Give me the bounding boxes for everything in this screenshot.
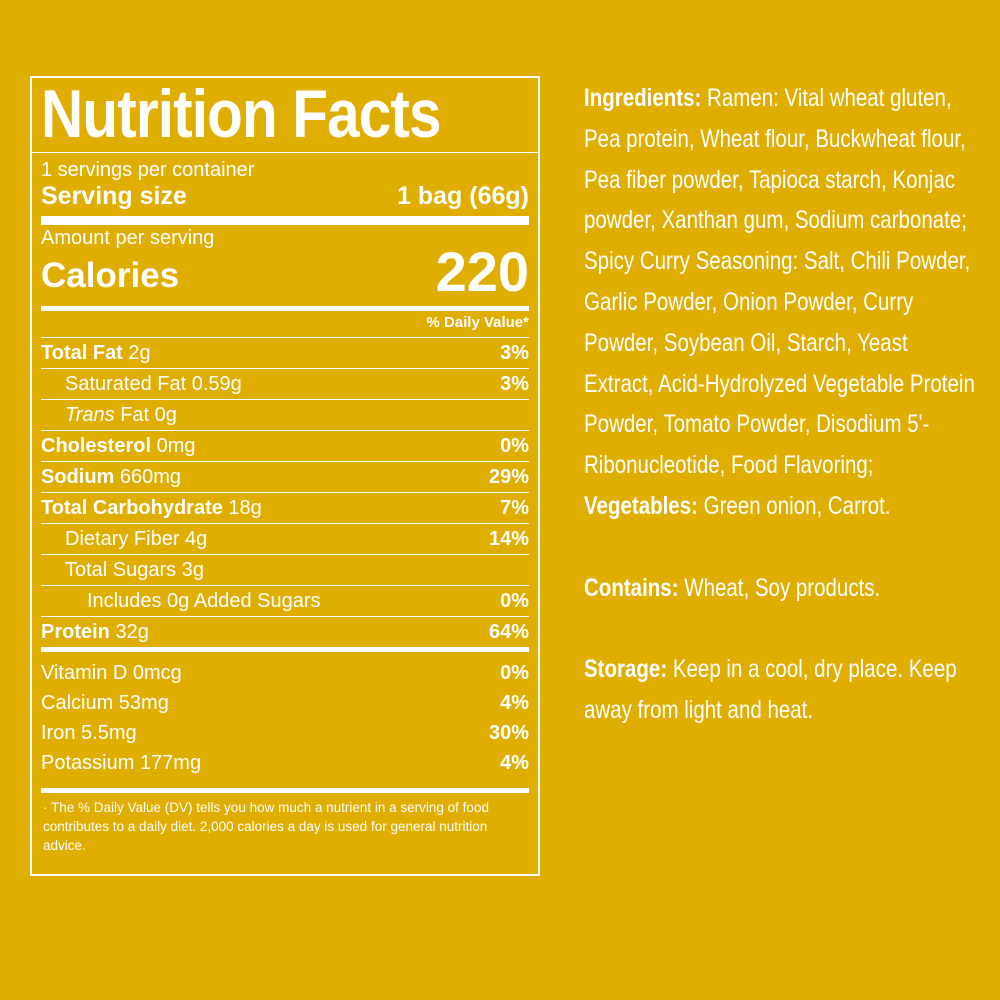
nutrient-bold-name: Total Fat bbox=[41, 341, 123, 364]
nutrient-dv: 3% bbox=[500, 372, 529, 395]
servings-per-container: 1 servings per container bbox=[41, 159, 255, 181]
vitamin-dv: 4% bbox=[500, 751, 529, 774]
nutrient-amount: 32g bbox=[109, 620, 149, 643]
vitamin-row-calcium: Calcium 53mg 4% bbox=[41, 688, 529, 718]
vitamin-name: Iron 5.5mg bbox=[41, 721, 137, 744]
amount-per-serving: Amount per serving bbox=[41, 227, 215, 249]
calories-label: Calories bbox=[41, 256, 180, 295]
ingredients-panel: Ingredients: Ramen: Vital wheat gluten, … bbox=[584, 78, 984, 731]
nutrient-row-added-sugars: Includes 0g Added Sugars 0% bbox=[41, 585, 529, 616]
ingredients-paragraph: Ingredients: Ramen: Vital wheat gluten, … bbox=[584, 78, 978, 527]
nutrient-row-total-fat: Total Fat 2g 3% bbox=[41, 337, 529, 368]
nutrient-dv: 14% bbox=[488, 527, 529, 550]
nutrient-amount: 2g bbox=[122, 341, 151, 364]
vegetables-text: Green onion, Carrot. bbox=[697, 491, 891, 520]
vitamin-name: Calcium 53mg bbox=[41, 691, 169, 714]
daily-value-header: % Daily Value* bbox=[426, 314, 529, 331]
nutrient-dv: 29% bbox=[488, 465, 529, 488]
contains-paragraph: Contains: Wheat, Soy products. bbox=[584, 568, 978, 609]
contains-heading: Contains: bbox=[584, 573, 679, 602]
divider-medium bbox=[41, 647, 529, 658]
storage-paragraph: Storage: Keep in a cool, dry place. Keep… bbox=[584, 649, 978, 731]
nutrient-name: Saturated Fat 0.59g bbox=[65, 372, 242, 395]
nutrient-amount: 0mg bbox=[151, 434, 196, 457]
nutrient-bold-name: Protein bbox=[41, 620, 110, 643]
divider-thick bbox=[41, 216, 529, 225]
nutrient-row-total-carbohydrate: Total Carbohydrate 18g 7% bbox=[41, 492, 529, 523]
nutrient-row-saturated-fat: Saturated Fat 0.59g 3% bbox=[41, 368, 529, 399]
storage-text: Keep in a cool, dry place. Keep away fro… bbox=[584, 655, 957, 724]
vitamin-row-iron: Iron 5.5mg 30% bbox=[41, 718, 529, 748]
nutrient-name: Total Sugars 3g bbox=[65, 558, 204, 581]
nutrient-dv: 64% bbox=[488, 620, 529, 643]
vitamin-row-vitamin-d: Vitamin D 0mcg 0% bbox=[41, 658, 529, 688]
divider-medium bbox=[41, 788, 529, 793]
contains-text: Wheat, Soy products. bbox=[678, 573, 881, 602]
vitamin-name: Vitamin D 0mcg bbox=[41, 661, 182, 684]
daily-value-footnote: · The % Daily Value (DV) tells you how m… bbox=[43, 800, 489, 853]
nutrient-row-protein: Protein 32g 64% bbox=[41, 616, 529, 647]
serving-size-row: Serving size 1 bag (66g) bbox=[41, 181, 529, 211]
vitamin-dv: 30% bbox=[488, 721, 529, 744]
nutrient-bold-name: Sodium bbox=[41, 465, 115, 488]
nutrient-row-dietary-fiber: Dietary Fiber 4g 14% bbox=[41, 523, 529, 554]
ingredients-text: Ramen: Vital wheat gluten, Pea protein, … bbox=[584, 84, 975, 480]
divider-medium bbox=[41, 306, 529, 311]
storage-heading: Storage: bbox=[584, 655, 668, 684]
nutrition-title: Nutrition Facts bbox=[41, 76, 442, 152]
calories-value: 220 bbox=[435, 240, 529, 303]
nutrient-amount: 18g bbox=[222, 496, 262, 519]
nutrient-bold-name: Cholesterol bbox=[41, 434, 152, 457]
serving-size-value: 1 bag (66g) bbox=[397, 182, 529, 210]
nutrient-row-total-sugars: Total Sugars 3g bbox=[41, 554, 529, 585]
vitamin-dv: 0% bbox=[500, 661, 529, 684]
nutrient-dv: 7% bbox=[500, 496, 529, 519]
nutrient-row-sodium: Sodium 660mg 29% bbox=[41, 461, 529, 492]
nutrition-facts-panel: Nutrition Facts 1 servings per container… bbox=[30, 76, 540, 876]
divider bbox=[32, 152, 538, 153]
serving-size-label: Serving size bbox=[41, 182, 187, 210]
calories-row: Calories 220 bbox=[41, 240, 529, 303]
nutrient-amount: Fat 0g bbox=[114, 403, 177, 426]
nutrient-name: Includes 0g Added Sugars bbox=[87, 589, 321, 612]
vitamin-row-potassium: Potassium 177mg 4% bbox=[41, 748, 529, 778]
nutrient-dv: 3% bbox=[500, 341, 529, 364]
nutrient-bold-name: Total Carbohydrate bbox=[41, 496, 223, 519]
nutrient-italic-name: Trans bbox=[65, 403, 115, 426]
ingredients-heading: Ingredients: bbox=[584, 84, 702, 112]
nutrient-row-trans-fat: Trans Fat 0g bbox=[41, 399, 529, 430]
vitamin-name: Potassium 177mg bbox=[41, 751, 202, 774]
nutrient-amount: 660mg bbox=[114, 465, 182, 488]
nutrient-row-cholesterol: Cholesterol 0mg 0% bbox=[41, 430, 529, 461]
nutrient-dv: 0% bbox=[500, 434, 529, 457]
vegetables-heading: Vegetables: bbox=[584, 491, 698, 520]
nutrient-dv: 0% bbox=[500, 589, 529, 612]
vitamin-dv: 4% bbox=[500, 691, 529, 714]
nutrient-name: Dietary Fiber 4g bbox=[65, 527, 208, 550]
